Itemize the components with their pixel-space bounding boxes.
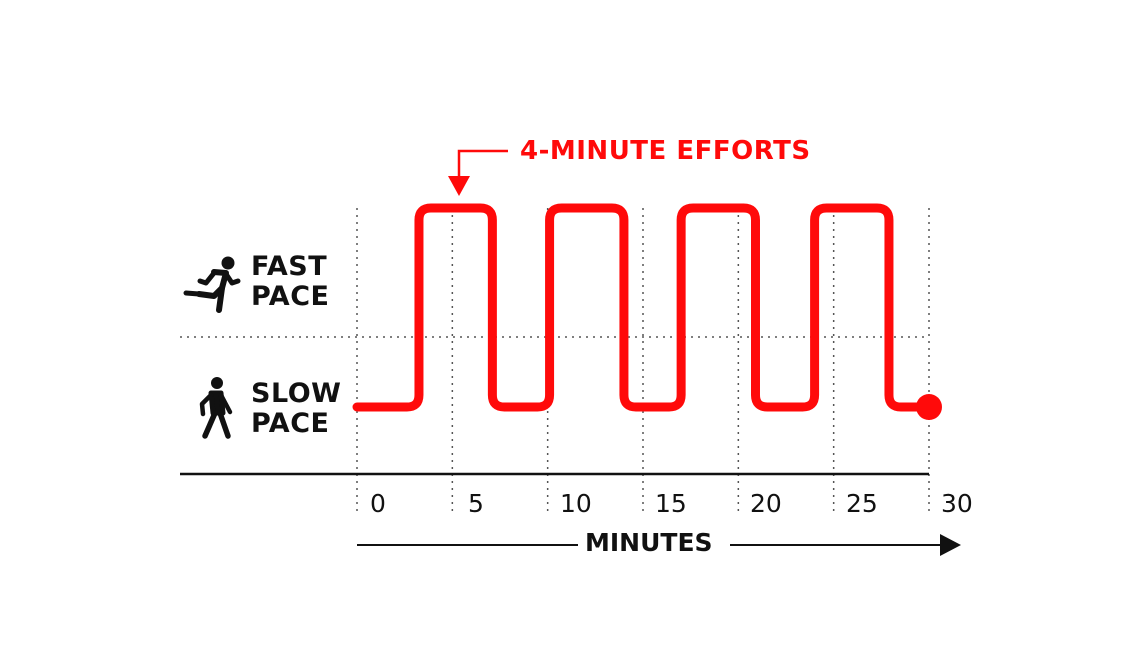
slow-pace-label: SLOW PACE	[251, 379, 341, 439]
x-tick-20: 20	[750, 489, 782, 518]
annotation-arrowhead-icon	[448, 176, 470, 196]
fast-pace-label: FAST PACE	[251, 252, 329, 312]
pace-line	[352, 203, 934, 412]
x-tick-30: 30	[941, 489, 973, 518]
x-tick-0: 0	[370, 489, 386, 518]
efforts-annotation: 4-MINUTE EFFORTS	[520, 136, 811, 166]
walking-person-icon	[199, 377, 233, 439]
running-person-icon	[183, 256, 241, 313]
x-tick-15: 15	[655, 489, 687, 518]
annotation-leader-line	[457, 149, 508, 178]
x-tick-25: 25	[846, 489, 878, 518]
fast-pace-label-line1: FAST	[251, 251, 328, 282]
end-point-marker	[916, 394, 942, 420]
slow-pace-label-line2: PACE	[251, 408, 330, 439]
x-axis-label: MINUTES	[585, 528, 713, 557]
x-tick-5: 5	[468, 489, 484, 518]
fast-pace-label-line2: PACE	[251, 281, 330, 312]
slow-pace-label-line1: SLOW	[251, 378, 342, 409]
arrow-right-icon	[940, 534, 961, 556]
x-tick-10: 10	[560, 489, 592, 518]
